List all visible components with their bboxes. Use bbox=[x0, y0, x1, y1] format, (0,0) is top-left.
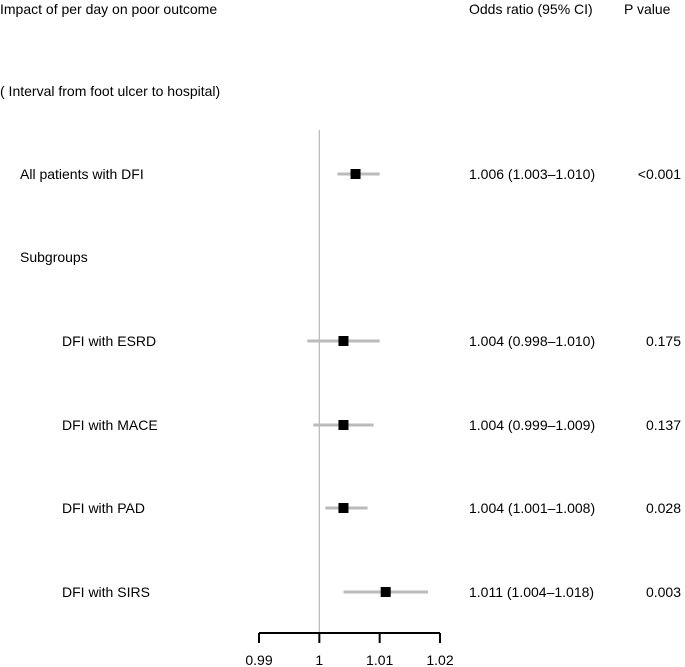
subgroups-label: Subgroups bbox=[20, 249, 88, 265]
p-value: 0.028 bbox=[645, 500, 681, 516]
x-tick-label: 1.02 bbox=[426, 652, 453, 667]
x-tick-label: 0.99 bbox=[245, 652, 272, 667]
row-label: DFI with SIRS bbox=[62, 584, 150, 600]
odds-ratio-marker bbox=[338, 503, 349, 513]
chart-title: Impact of per day on poor outcome bbox=[0, 1, 218, 17]
odds-ratio-value: 1.004 (1.001–1.008) bbox=[469, 500, 596, 516]
odds-ratio-marker bbox=[350, 169, 361, 179]
row-label: All patients with DFI bbox=[20, 166, 144, 182]
p-value: 0.137 bbox=[645, 417, 681, 433]
x-tick-label: 1.01 bbox=[366, 652, 393, 667]
row-label: DFI with PAD bbox=[62, 500, 145, 516]
odds-ratio-value: 1.004 (0.998–1.010) bbox=[469, 333, 596, 349]
chart-subtitle: ( Interval from foot ulcer to hospital) bbox=[0, 83, 221, 99]
row-label: DFI with ESRD bbox=[62, 333, 157, 349]
odds-ratio-marker bbox=[338, 336, 349, 346]
odds-ratio-value: 1.004 (0.999–1.009) bbox=[469, 417, 596, 433]
odds-ratio-column-header: Odds ratio (95% CI) bbox=[469, 1, 593, 17]
odds-ratio-marker bbox=[380, 587, 391, 597]
odds-ratio-marker bbox=[338, 420, 349, 430]
p-value: <0.001 bbox=[637, 166, 681, 182]
odds-ratio-value: 1.011 (1.004–1.018) bbox=[469, 584, 595, 600]
x-tick-label: 1 bbox=[315, 652, 323, 667]
row-label: DFI with MACE bbox=[62, 417, 158, 433]
p-value-column-header: P value bbox=[624, 1, 671, 17]
p-value: 0.003 bbox=[645, 584, 681, 600]
p-value: 0.175 bbox=[645, 333, 681, 349]
odds-ratio-value: 1.006 (1.003–1.010) bbox=[469, 166, 596, 182]
